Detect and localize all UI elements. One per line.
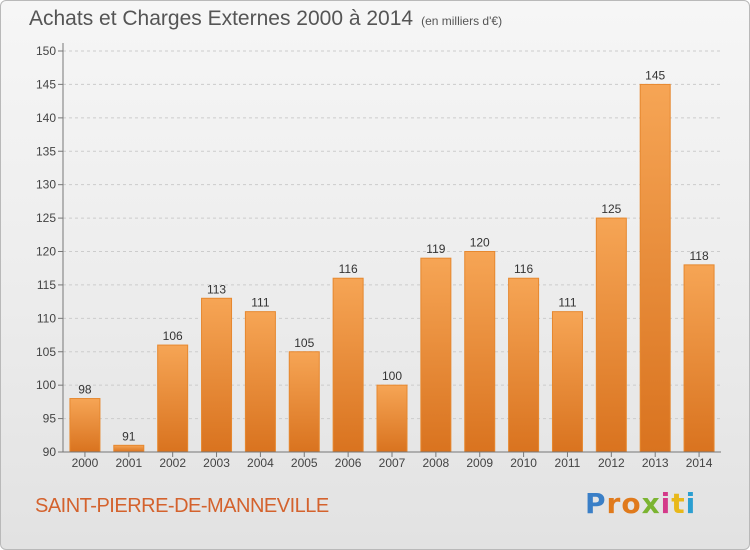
logo-letter: i	[660, 487, 672, 520]
x-tick-label: 2009	[466, 456, 493, 470]
chart-title: Achats et Charges Externes 2000 à 2014	[29, 7, 414, 30]
bar	[157, 344, 189, 453]
bar	[244, 311, 276, 453]
bar	[69, 398, 101, 453]
logo-letter: t	[671, 487, 686, 520]
bar-value-label: 98	[78, 383, 92, 397]
bar-value-label: 119	[426, 242, 445, 256]
x-tick-label: 2014	[686, 456, 713, 470]
bar	[288, 351, 320, 453]
bar	[551, 311, 583, 453]
place-name: SAINT-PIERRE-DE-MANNEVILLE	[35, 495, 329, 517]
x-tick-label: 2007	[379, 456, 406, 470]
bar-value-label: 105	[294, 336, 314, 350]
logo-letter: i	[685, 487, 697, 520]
bar-value-label: 120	[470, 236, 490, 250]
bar	[683, 264, 715, 453]
bar	[420, 257, 452, 453]
bar	[113, 444, 145, 453]
logo-letter: P	[585, 487, 607, 520]
bar	[595, 217, 627, 453]
y-tick-label: 150	[36, 44, 56, 58]
bar-value-label: 113	[207, 282, 226, 296]
y-tick-label: 90	[43, 445, 57, 459]
x-tick-label: 2003	[203, 456, 230, 470]
y-tick-label: 105	[36, 345, 56, 359]
chart-subtitle: (en milliers d'€)	[421, 14, 503, 28]
bar	[508, 277, 540, 453]
y-tick-label: 110	[37, 311, 56, 325]
x-tick-label: 2010	[510, 456, 537, 470]
bar	[464, 251, 496, 453]
bar-value-label: 145	[645, 68, 665, 82]
bar	[376, 384, 408, 453]
x-tick-label: 2005	[291, 456, 318, 470]
bar-value-label: 116	[514, 262, 533, 276]
bar-value-label: 118	[689, 249, 708, 263]
bar	[639, 83, 671, 453]
bar-value-label: 116	[339, 262, 358, 276]
bar-value-label: 111	[251, 296, 270, 310]
y-tick-label: 100	[36, 378, 56, 392]
y-tick-label: 125	[36, 211, 56, 225]
x-tick-label: 2012	[598, 456, 625, 470]
x-tick-label: 2013	[642, 456, 669, 470]
bar-value-label: 91	[122, 429, 136, 443]
x-tick-label: 2002	[159, 456, 186, 470]
bar-value-label: 100	[382, 369, 402, 383]
x-tick-label: 2011	[555, 456, 581, 470]
logo-letter: o	[621, 487, 642, 520]
y-tick-label: 115	[37, 278, 56, 292]
chart-title-block: Achats et Charges Externes 2000 à 2014 (e…	[29, 7, 502, 31]
y-tick-label: 95	[43, 412, 57, 426]
logo-letter: r	[606, 487, 622, 520]
x-tick-label: 2000	[72, 456, 99, 470]
x-tick-label: 2006	[335, 456, 362, 470]
bar	[332, 277, 364, 453]
y-tick-label: 140	[36, 111, 56, 125]
bar-value-label: 111	[558, 296, 577, 310]
x-tick-label: 2004	[247, 456, 274, 470]
y-tick-label: 135	[36, 144, 56, 158]
logo-letter: x	[641, 487, 661, 520]
y-tick-label: 120	[36, 245, 56, 259]
bar-value-label: 106	[163, 329, 183, 343]
y-tick-label: 130	[36, 178, 56, 192]
bar	[201, 297, 233, 453]
x-tick-label: 2001	[115, 456, 142, 470]
x-tick-label: 2008	[423, 456, 450, 470]
proxiti-logo: Proxiti	[585, 487, 696, 520]
y-tick-label: 145	[36, 77, 56, 91]
bar-value-label: 125	[601, 202, 621, 216]
